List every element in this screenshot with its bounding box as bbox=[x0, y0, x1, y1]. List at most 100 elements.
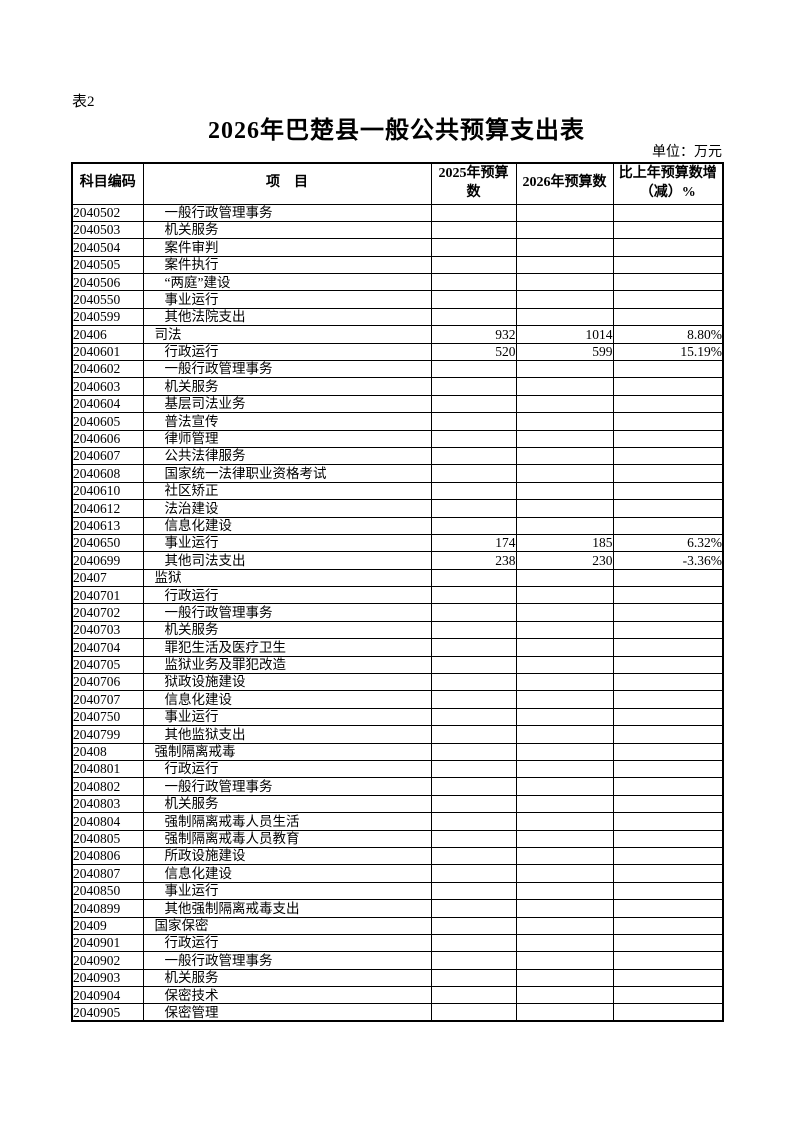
pct-change-cell bbox=[612, 290, 724, 309]
item-name-cell: 事业运行 bbox=[142, 533, 432, 553]
budget-2025-cell bbox=[430, 481, 517, 501]
budget-2025-cell bbox=[430, 881, 517, 901]
table-row: 20408 强制隔离戒毒 bbox=[71, 742, 724, 762]
table-row: 2040612 法治建设 bbox=[71, 499, 724, 518]
budget-table: 科目编码 项 目 2025年预算数 2026年预算数 比上年预算数增（减）% 2… bbox=[71, 162, 724, 1023]
item-name-cell: 社区矫正 bbox=[142, 481, 432, 501]
table-row: 2040503 机关服务 bbox=[71, 220, 724, 240]
budget-2025-cell bbox=[430, 238, 517, 257]
table-row: 2040804 强制隔离戒毒人员生活 bbox=[71, 812, 724, 831]
table-row: 2040704 罪犯生活及医疗卫生 bbox=[71, 638, 724, 657]
table-number-label: 表2 bbox=[72, 94, 95, 110]
budget-2026-cell bbox=[515, 638, 614, 657]
item-name-cell: 强制隔离戒毒人员教育 bbox=[142, 829, 432, 848]
budget-2026-cell bbox=[515, 464, 614, 483]
budget-2025-cell bbox=[430, 690, 517, 709]
pct-change-cell bbox=[612, 360, 724, 379]
pct-change-cell bbox=[612, 881, 724, 901]
budget-2026-cell bbox=[515, 586, 614, 605]
budget-2025-cell bbox=[430, 673, 517, 692]
budget-2026-cell bbox=[515, 377, 614, 396]
item-name-cell: 一般行政管理事务 bbox=[142, 951, 432, 970]
subject-code-cell: 2040503 bbox=[71, 220, 144, 240]
subject-code-cell: 2040799 bbox=[71, 725, 144, 744]
item-name-cell: “两庭”建设 bbox=[142, 273, 432, 292]
budget-2025-cell bbox=[430, 794, 517, 814]
pct-change-cell bbox=[612, 968, 724, 988]
budget-2026-cell: 230 bbox=[515, 551, 614, 570]
budget-2025-cell bbox=[430, 864, 517, 883]
budget-2026-cell bbox=[515, 273, 614, 292]
item-name-cell: 机关服务 bbox=[142, 620, 432, 640]
budget-2026-cell bbox=[515, 794, 614, 814]
table-row: 2040602 一般行政管理事务 bbox=[71, 360, 724, 379]
table-row: 2040699 其他司法支出 238 230 -3.36% bbox=[71, 551, 724, 570]
pct-change-cell bbox=[612, 429, 724, 448]
budget-2026-cell bbox=[515, 742, 614, 762]
pct-change-cell bbox=[612, 238, 724, 257]
subject-code-cell: 2040702 bbox=[71, 603, 144, 622]
table-row: 2040650 事业运行 174 185 6.32% bbox=[71, 533, 724, 553]
item-name-cell: 行政运行 bbox=[142, 342, 432, 362]
pct-change-cell bbox=[612, 986, 724, 1005]
table-row: 2040750 事业运行 bbox=[71, 707, 724, 727]
budget-2026-cell bbox=[515, 620, 614, 640]
item-name-cell: 律师管理 bbox=[142, 429, 432, 448]
budget-2026-cell bbox=[515, 725, 614, 744]
pct-change-cell bbox=[612, 481, 724, 501]
budget-2025-cell bbox=[430, 707, 517, 727]
table-row: 2040605 普法宣传 bbox=[71, 412, 724, 431]
budget-2025-cell bbox=[430, 412, 517, 431]
budget-2025-cell bbox=[430, 759, 517, 779]
budget-2026-cell bbox=[515, 986, 614, 1005]
table-row: 2040801 行政运行 bbox=[71, 759, 724, 779]
table-row: 2040904 保密技术 bbox=[71, 986, 724, 1005]
col-header-subject-code: 科目编码 bbox=[71, 162, 144, 205]
budget-2026-cell bbox=[515, 499, 614, 518]
budget-2026-cell: 1014 bbox=[515, 325, 614, 344]
budget-2025-cell bbox=[430, 777, 517, 796]
budget-2026-cell: 599 bbox=[515, 342, 614, 362]
pct-change-cell bbox=[612, 759, 724, 779]
table-row: 20409 国家保密 bbox=[71, 916, 724, 935]
budget-2026-cell bbox=[515, 394, 614, 414]
item-name-cell: 法治建设 bbox=[142, 499, 432, 518]
budget-2026-cell bbox=[515, 673, 614, 692]
budget-2025-cell bbox=[430, 255, 517, 275]
pct-change-cell bbox=[612, 273, 724, 292]
table-row: 2040610 社区矫正 bbox=[71, 481, 724, 501]
item-name-cell: 保密管理 bbox=[142, 1003, 432, 1022]
budget-2025-cell: 932 bbox=[430, 325, 517, 344]
subject-code-cell: 2040701 bbox=[71, 586, 144, 605]
budget-2026-cell bbox=[515, 899, 614, 918]
budget-2025-cell bbox=[430, 429, 517, 448]
budget-2025-cell bbox=[430, 1003, 517, 1022]
table-row: 2040703 机关服务 bbox=[71, 620, 724, 640]
pct-change-cell bbox=[612, 620, 724, 640]
table-row: 2040613 信息化建设 bbox=[71, 516, 724, 535]
budget-2026-cell bbox=[515, 1003, 614, 1022]
budget-2026-cell bbox=[515, 481, 614, 501]
budget-2025-cell bbox=[430, 620, 517, 640]
budget-2026-cell bbox=[515, 881, 614, 901]
table-row: 2040706 狱政设施建设 bbox=[71, 673, 724, 692]
table-row: 2040601 行政运行 520 599 15.19% bbox=[71, 342, 724, 362]
subject-code-cell: 20406 bbox=[71, 325, 144, 344]
subject-code-cell: 20409 bbox=[71, 916, 144, 935]
table-row: 2040802 一般行政管理事务 bbox=[71, 777, 724, 796]
budget-2025-cell bbox=[430, 446, 517, 466]
table-row: 2040805 强制隔离戒毒人员教育 bbox=[71, 829, 724, 848]
item-name-cell: 行政运行 bbox=[142, 586, 432, 605]
subject-code-cell: 2040904 bbox=[71, 986, 144, 1005]
pct-change-cell bbox=[612, 846, 724, 866]
pct-change-cell bbox=[612, 864, 724, 883]
subject-code-cell: 2040612 bbox=[71, 499, 144, 518]
budget-2026-cell bbox=[515, 516, 614, 535]
budget-2026-cell bbox=[515, 812, 614, 831]
budget-2025-cell bbox=[430, 742, 517, 762]
item-name-cell: 公共法律服务 bbox=[142, 446, 432, 466]
pct-change-cell bbox=[612, 603, 724, 622]
budget-2025-cell bbox=[430, 307, 517, 327]
budget-2026-cell bbox=[515, 759, 614, 779]
budget-2025-cell bbox=[430, 499, 517, 518]
